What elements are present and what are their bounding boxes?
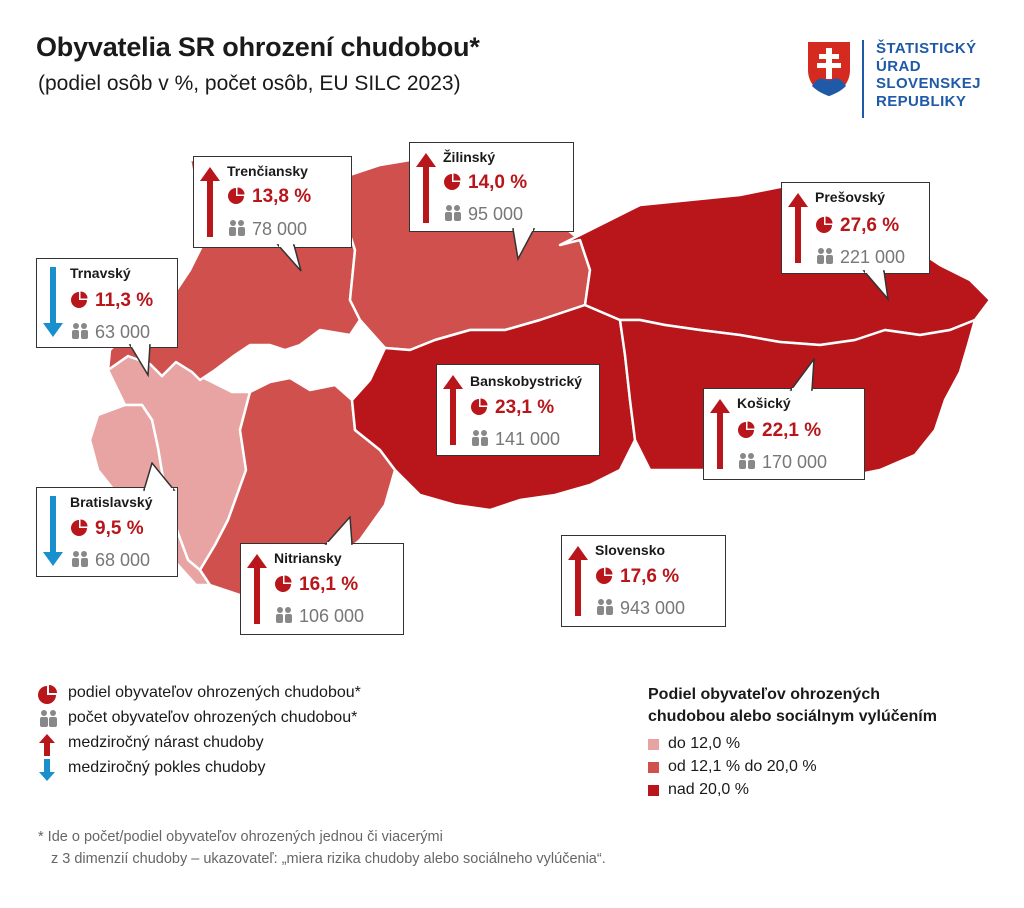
count-value: 63 000: [95, 322, 151, 342]
count-value: 95 000: [468, 204, 524, 224]
callout-trnavsky: Trnavský 11,3 % 63 000: [36, 258, 178, 348]
increase-arrow-icon: [39, 734, 55, 756]
increase-arrow-icon: [200, 167, 220, 237]
share-value: 27,6 %: [840, 215, 900, 236]
callout-pointer: [276, 244, 302, 272]
people-icon: [40, 710, 57, 727]
callout-bratislavsky: Bratislavský 9,5 % 68 000: [36, 487, 178, 577]
people-icon: [276, 607, 292, 623]
people-icon: [472, 430, 488, 446]
callout-pointer: [324, 516, 353, 546]
increase-arrow-icon: [568, 546, 588, 616]
count-value: 68 000: [95, 550, 151, 570]
share-value: 13,8 %: [252, 186, 312, 207]
callout-banskobystricky: Banskobystrický 23,1 % 141 000: [436, 364, 600, 456]
callout-pointer: [142, 462, 176, 492]
callout-pointer: [128, 344, 151, 378]
coat-of-arms-icon: [808, 42, 850, 96]
increase-arrow-icon: [710, 399, 730, 469]
swatch-high: [648, 785, 659, 796]
callout-pointer: [789, 358, 815, 392]
decrease-arrow-icon: [43, 267, 63, 337]
callout-trenciansky: Trenčiansky 13,8 % 78 000: [193, 156, 352, 248]
count-value: 221 000: [840, 247, 906, 267]
increase-arrow-icon: [443, 375, 463, 445]
pie-share-icon: [71, 519, 88, 536]
share-value: 11,3 %: [95, 290, 154, 311]
people-icon: [445, 205, 461, 221]
increase-arrow-icon: [788, 193, 808, 263]
swatch-low: [648, 739, 659, 750]
people-icon: [739, 453, 755, 469]
pie-share-icon: [275, 575, 292, 592]
decrease-arrow-icon: [39, 759, 55, 781]
share-value: 22,1 %: [762, 420, 822, 441]
pie-share-icon: [444, 173, 461, 190]
map-title: Obyvatelia SR ohrození chudobou*: [36, 32, 480, 62]
logo-text: ŠTATISTICKÝ ÚRAD SLOVENSKEJ REPUBLIKY: [876, 40, 981, 110]
increase-arrow-icon: [416, 153, 436, 223]
statistical-office-logo: ŠTATISTICKÝ ÚRAD SLOVENSKEJ REPUBLIKY: [806, 38, 996, 128]
share-value: 16,1 %: [299, 574, 359, 595]
map-subtitle: (podiel osôb v %, počet osôb, EU SILC 20…: [38, 72, 461, 95]
logo-divider: [862, 40, 864, 118]
people-icon: [72, 323, 88, 339]
swatch-mid: [648, 762, 659, 773]
count-value: 106 000: [299, 606, 365, 626]
callout-zilinsky: Žilinský 14,0 % 95 000: [409, 142, 574, 232]
scale-legend-title: Podiel obyvateľov ohrozených chudobou al…: [648, 686, 937, 725]
pie-share-icon: [228, 187, 245, 204]
pie-share-icon: [596, 567, 613, 584]
count-value: 170 000: [762, 452, 828, 472]
people-icon: [817, 248, 833, 264]
footnote: * Ide o počet/podiel obyvateľov ohrozený…: [38, 829, 606, 867]
callout-pointer: [862, 270, 890, 302]
callout-slovensko: Slovensko 17,6 % 943 000: [561, 535, 726, 627]
pie-share-icon: [71, 291, 88, 308]
share-value: 17,6 %: [620, 566, 680, 587]
callout-presovsky: Prešovský 27,6 % 221 000: [781, 182, 930, 274]
pie-share-icon: [38, 685, 57, 704]
callout-nitriansky: Nitriansky 16,1 % 106 000: [240, 543, 404, 635]
pie-share-icon: [816, 216, 833, 233]
count-value: 943 000: [620, 598, 686, 618]
share-value: 23,1 %: [495, 397, 555, 418]
callout-pointer: [512, 228, 536, 262]
people-icon: [229, 220, 245, 236]
decrease-arrow-icon: [43, 496, 63, 566]
callout-kosicky: Košický 22,1 % 170 000: [703, 388, 865, 480]
share-value: 9,5 %: [95, 518, 144, 539]
share-value: 14,0 %: [468, 172, 528, 193]
pie-share-icon: [471, 398, 488, 415]
people-icon: [72, 551, 88, 567]
people-icon: [597, 599, 613, 615]
count-value: 78 000: [252, 219, 308, 239]
pie-share-icon: [738, 421, 755, 438]
increase-arrow-icon: [247, 554, 267, 624]
count-value: 141 000: [495, 429, 561, 449]
